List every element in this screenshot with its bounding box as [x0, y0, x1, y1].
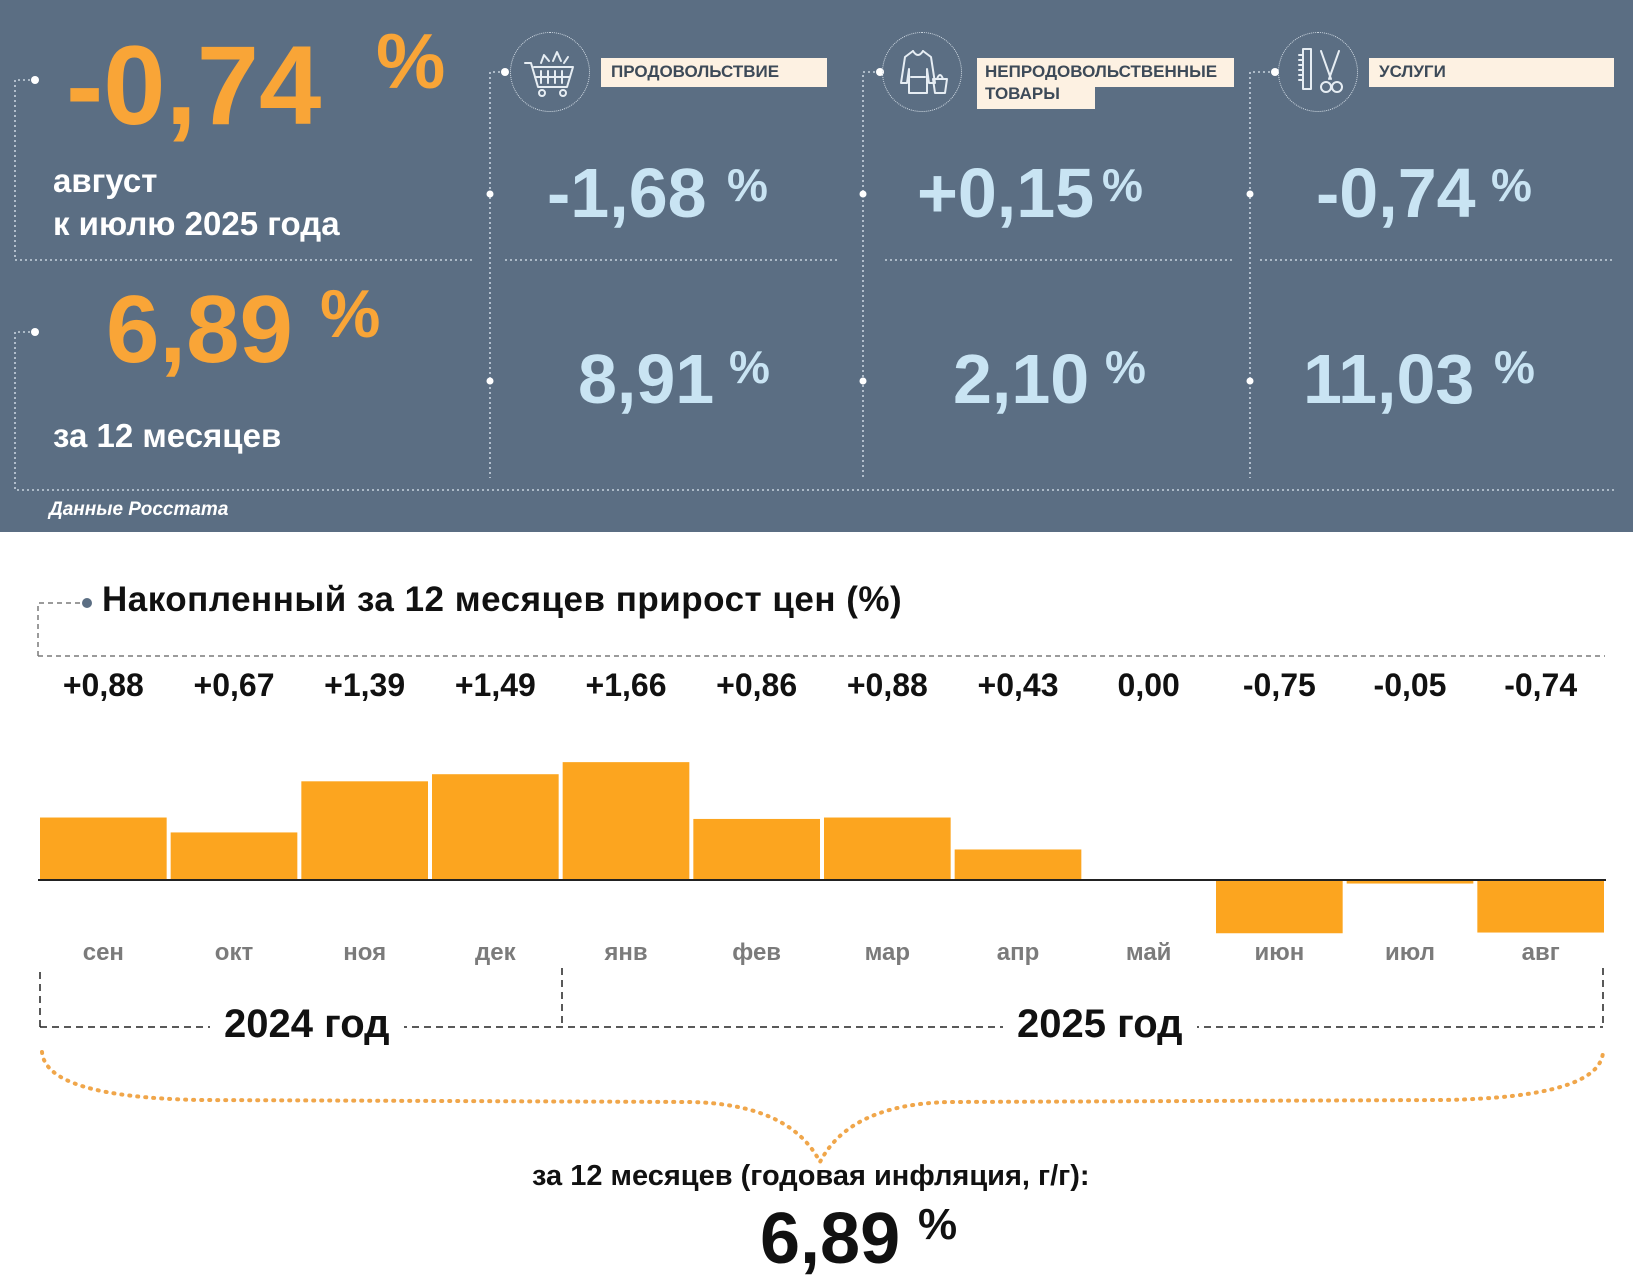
value-label-мар: +0,88 — [847, 667, 928, 703]
annual-period-label: за 12 месяцев — [53, 417, 282, 454]
nonfood-annual-value: 2,10 — [953, 340, 1090, 418]
annual-summary-value: 6,89 — [760, 1199, 901, 1279]
month-label-июл: июл — [1385, 939, 1435, 966]
value-label-авг: -0,74 — [1504, 667, 1577, 703]
annual-summary-label: за 12 месяцев (годовая инфляция, г/г): — [532, 1160, 1090, 1192]
food-annual-value: 8,91 — [578, 340, 715, 418]
bar-дек — [432, 774, 559, 880]
nonfood-category-label-line2: ТОВАРЫ — [977, 80, 1095, 109]
month-label-авг: авг — [1522, 939, 1560, 966]
monthly-inflation-unit: % — [376, 17, 446, 105]
value-label-май: 0,00 — [1118, 667, 1180, 703]
nonfood-annual-unit: % — [1105, 341, 1146, 393]
value-label-ноя: +1,39 — [324, 667, 405, 703]
annual-brace — [40, 1050, 1605, 1167]
data-source: Данные Росстата — [49, 499, 229, 520]
value-label-фев: +0,86 — [716, 667, 797, 703]
month-label-мар: мар — [865, 939, 910, 966]
annual-inflation-value: 6,89 — [106, 276, 293, 383]
chart-frame — [37, 598, 1605, 1167]
annual-inflation-unit: % — [320, 276, 381, 352]
bar-авг — [1477, 880, 1604, 933]
services-annual-value: 11,03 — [1303, 340, 1475, 418]
bar-ноя — [301, 781, 428, 880]
chart-title: Накопленный за 12 месяцев прирост цен (%… — [102, 580, 903, 619]
nonfood-monthly-value: +0,15 — [917, 154, 1095, 232]
bar-фев — [693, 818, 820, 880]
shopping-cart-icon — [524, 51, 574, 97]
year-label-2025: 2025 год — [1003, 1002, 1197, 1047]
year-label-2024: 2024 год — [210, 1002, 404, 1047]
scissors-comb-icon — [1298, 48, 1343, 93]
bar-апр — [954, 849, 1082, 880]
value-label-янв: +1,66 — [586, 667, 667, 703]
services-annual-unit: % — [1494, 341, 1535, 393]
monthly-period-line2: к июлю 2025 года — [53, 205, 340, 242]
bar-мар — [824, 817, 951, 880]
month-label-ноя: ноя — [343, 939, 386, 966]
food-category-label: ПРОДОВОЛЬСТВИЕ — [601, 58, 827, 87]
value-label-июл: -0,05 — [1374, 667, 1447, 703]
value-label-апр: +0,43 — [978, 667, 1059, 703]
value-label-июн: -0,75 — [1243, 667, 1316, 703]
month-label-янв: янв — [603, 939, 647, 966]
food-category-icon — [510, 32, 590, 112]
month-label-сен: сен — [83, 939, 124, 966]
bar-янв — [562, 762, 690, 880]
value-label-сен: +0,88 — [63, 667, 144, 703]
nonfood-category-icon — [882, 32, 962, 112]
services-category-label: УСЛУГИ — [1369, 58, 1614, 87]
services-monthly-value: -0,74 — [1316, 154, 1476, 232]
bar-окт — [170, 832, 298, 880]
bar-сен — [40, 817, 167, 880]
month-label-дек: дек — [475, 939, 517, 966]
value-label-окт: +0,67 — [194, 667, 275, 703]
nonfood-category-label-line1: НЕПРОДОВОЛЬСТВЕННЫЕ — [977, 58, 1234, 87]
bar-июл — [1346, 880, 1474, 884]
food-monthly-unit: % — [727, 159, 768, 211]
nonfood-monthly-unit: % — [1102, 159, 1143, 211]
month-label-июн: июн — [1254, 939, 1304, 966]
month-label-май: май — [1126, 939, 1172, 966]
services-monthly-unit: % — [1491, 159, 1532, 211]
month-label-фев: фев — [732, 939, 781, 966]
bar-июн — [1216, 880, 1343, 934]
clothing-icon — [900, 50, 948, 94]
services-category-icon — [1278, 32, 1358, 112]
monthly-bar-chart: +0,88 сен +0,67 окт +1,39 ноя +1,49 дек +1,66 янв… — [38, 667, 1606, 966]
summary-panel: -0,74 % август к июлю 2025 года 6,89 % з… — [0, 0, 1633, 532]
monthly-period-line1: август — [53, 162, 158, 199]
value-label-дек: +1,49 — [455, 667, 536, 703]
food-annual-unit: % — [729, 341, 770, 393]
month-label-окт: окт — [215, 939, 254, 966]
month-label-апр: апр — [997, 939, 1040, 966]
annual-summary-unit: % — [918, 1200, 958, 1249]
food-monthly-value: -1,68 — [547, 154, 707, 232]
monthly-inflation-value: -0,74 — [66, 23, 322, 148]
